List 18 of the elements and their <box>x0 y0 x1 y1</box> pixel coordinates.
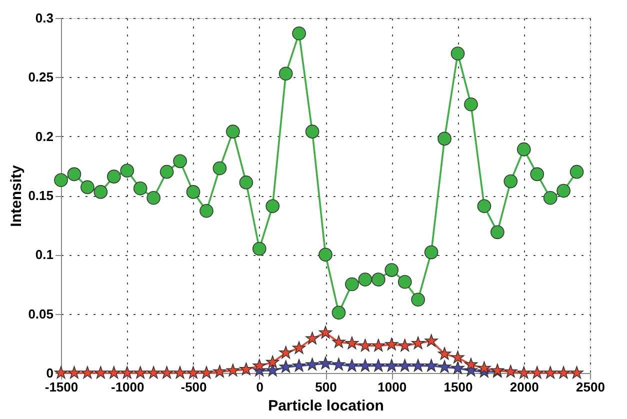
x-axis-title: Particle location <box>268 398 384 414</box>
y-axis-title: Intensity <box>8 164 26 227</box>
x-tick-label: -1000 <box>111 380 144 394</box>
x-tick-label: 1000 <box>378 380 407 394</box>
x-tick-label: 2500 <box>576 380 605 394</box>
x-tick-label: 2000 <box>510 380 539 394</box>
y-tick-label: 0.1 <box>35 247 54 262</box>
x-tick-label: 1500 <box>444 380 473 394</box>
y-tick-label: 0.05 <box>28 306 54 322</box>
y-tick-label: 0.3 <box>35 10 54 26</box>
x-tick-label: -500 <box>180 380 207 394</box>
x-tick-label: 500 <box>315 380 337 394</box>
y-tick-label: 0.15 <box>28 188 54 203</box>
y-tick-label: 0.2 <box>35 128 54 144</box>
y-tick-label: 0.25 <box>28 70 54 85</box>
y-tick-label: 0 <box>46 366 54 380</box>
x-tick-label: 0 <box>256 380 264 394</box>
x-tick-label: -1500 <box>44 380 78 394</box>
